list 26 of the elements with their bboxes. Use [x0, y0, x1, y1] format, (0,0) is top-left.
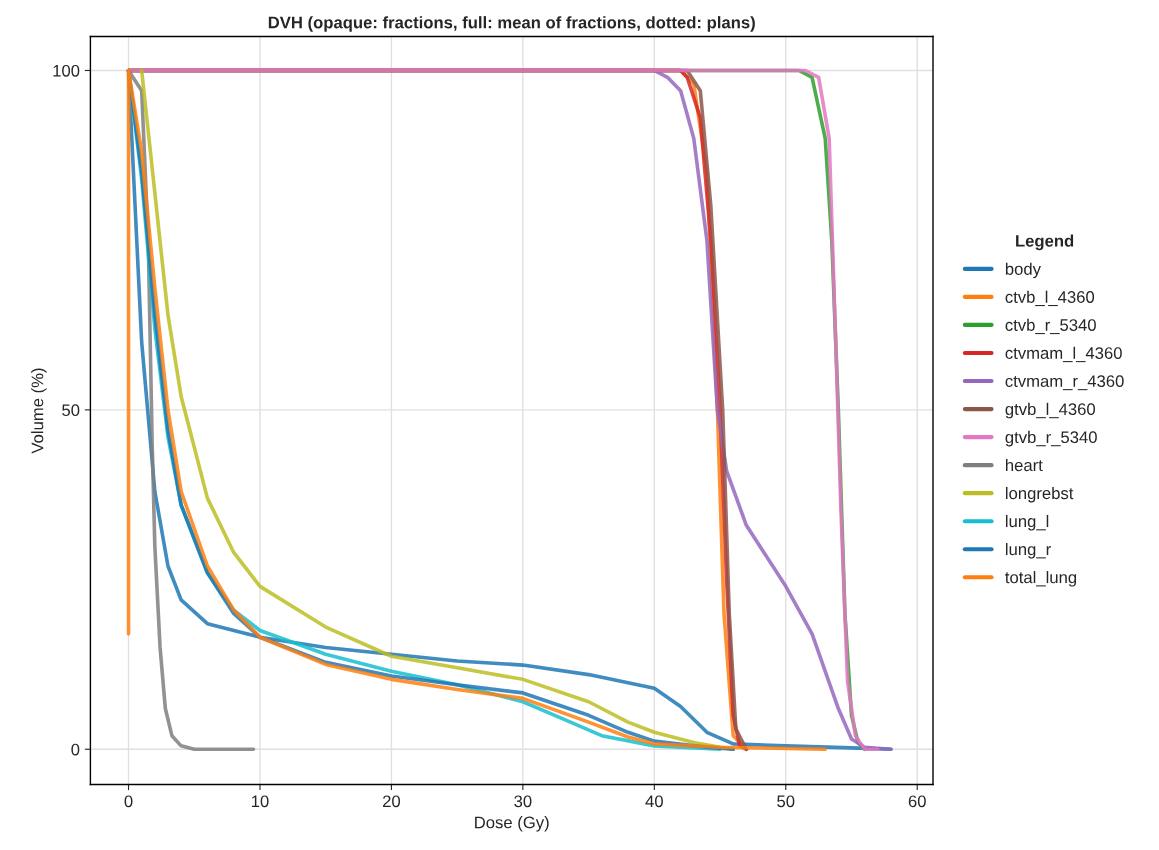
- x-tick-label: 10: [251, 795, 269, 808]
- x-tick-label: 20: [382, 795, 401, 808]
- legend-label: ctvb_r_5340: [1005, 318, 1096, 335]
- x-tick-label: 40: [645, 795, 663, 808]
- legend-label: ctvmam_l_4360: [1005, 346, 1122, 363]
- legend-label: ctvmam_r_4360: [1005, 375, 1124, 391]
- legend-label: longrebst: [1005, 486, 1074, 503]
- legend-label: gtvb_l_4360: [1005, 402, 1096, 419]
- legend-title: Legend: [1016, 234, 1074, 251]
- chart-title: DVH (opaque: fractions, full: mean of fractions, dotted: plans): [268, 16, 755, 32]
- x-tick-label: 30: [514, 795, 532, 808]
- y-tick-label: 50: [62, 404, 80, 417]
- x-tick-label: 50: [777, 795, 795, 808]
- x-axis-title: Dose (Gy): [475, 816, 549, 832]
- x-tick-label: 0: [124, 795, 133, 808]
- y-axis-title: Volume (%): [31, 368, 47, 454]
- legend-label: lung_l: [1005, 514, 1049, 531]
- legend-label: heart: [1006, 458, 1043, 472]
- legend-label: ctvb_l_4360: [1005, 290, 1095, 307]
- y-tick-label: 100: [53, 64, 80, 77]
- legend-label: total_lung: [1005, 571, 1077, 587]
- legend-label: lung_r: [1005, 543, 1051, 559]
- legend-label: body: [1005, 262, 1041, 279]
- x-tick-label: 60: [908, 795, 926, 808]
- legend-label: gtvb_r_5340: [1005, 430, 1097, 447]
- y-tick-label: 0: [71, 743, 80, 756]
